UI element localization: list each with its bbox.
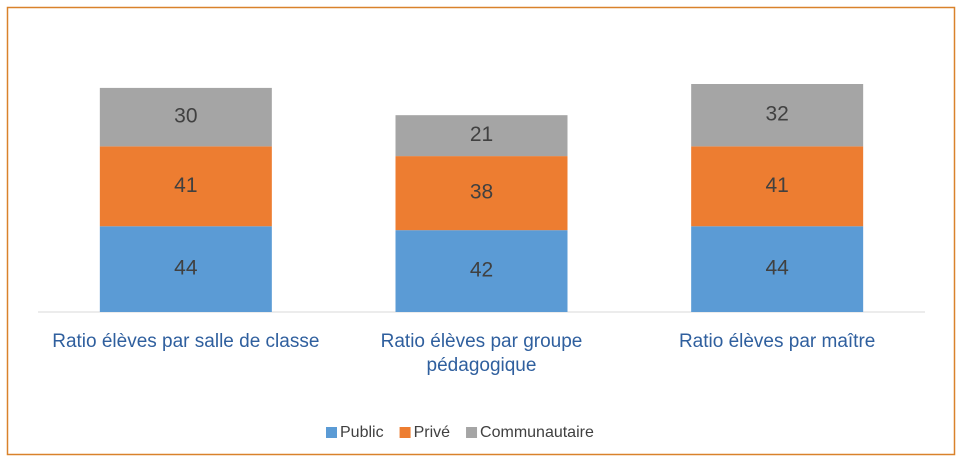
bar-segment [99, 87, 272, 147]
data-label: 44 [765, 257, 789, 280]
bar-segment [691, 226, 864, 312]
legend-swatch [399, 427, 411, 438]
x-tick-label: Ratio élèves par maître [678, 331, 876, 352]
x-label-box: Ratio élèves par salle de classe [52, 331, 320, 352]
legend-label: Communautaire [480, 424, 594, 441]
data-label: 42 [470, 259, 493, 282]
bar-segment [395, 156, 568, 231]
legend-label: Privé [414, 424, 451, 441]
bar-segment [691, 146, 864, 227]
legend-label: Public [340, 424, 384, 441]
legend-swatch [326, 427, 337, 438]
x-label-box: Ratio élèves par maître [678, 331, 876, 352]
x-tick-label: Ratio élèves par salle de classe [52, 331, 320, 352]
bar-segment [691, 84, 864, 147]
legend-swatch [466, 427, 478, 438]
data-label: 41 [765, 174, 788, 197]
bar-segment [99, 146, 272, 227]
data-label: 41 [174, 174, 197, 197]
x-tick-label: Ratio élèves par groupe pédagogique [380, 331, 583, 376]
data-label: 38 [470, 181, 493, 204]
bar-segment [395, 230, 568, 312]
bar-segment [395, 115, 568, 157]
x-label-box: Ratio élèves par groupe pédagogique [380, 331, 583, 376]
data-label: 44 [174, 257, 198, 280]
data-label: 21 [470, 123, 493, 146]
data-label: 32 [765, 103, 788, 126]
bar-segment [99, 226, 272, 312]
data-label: 30 [174, 105, 197, 128]
